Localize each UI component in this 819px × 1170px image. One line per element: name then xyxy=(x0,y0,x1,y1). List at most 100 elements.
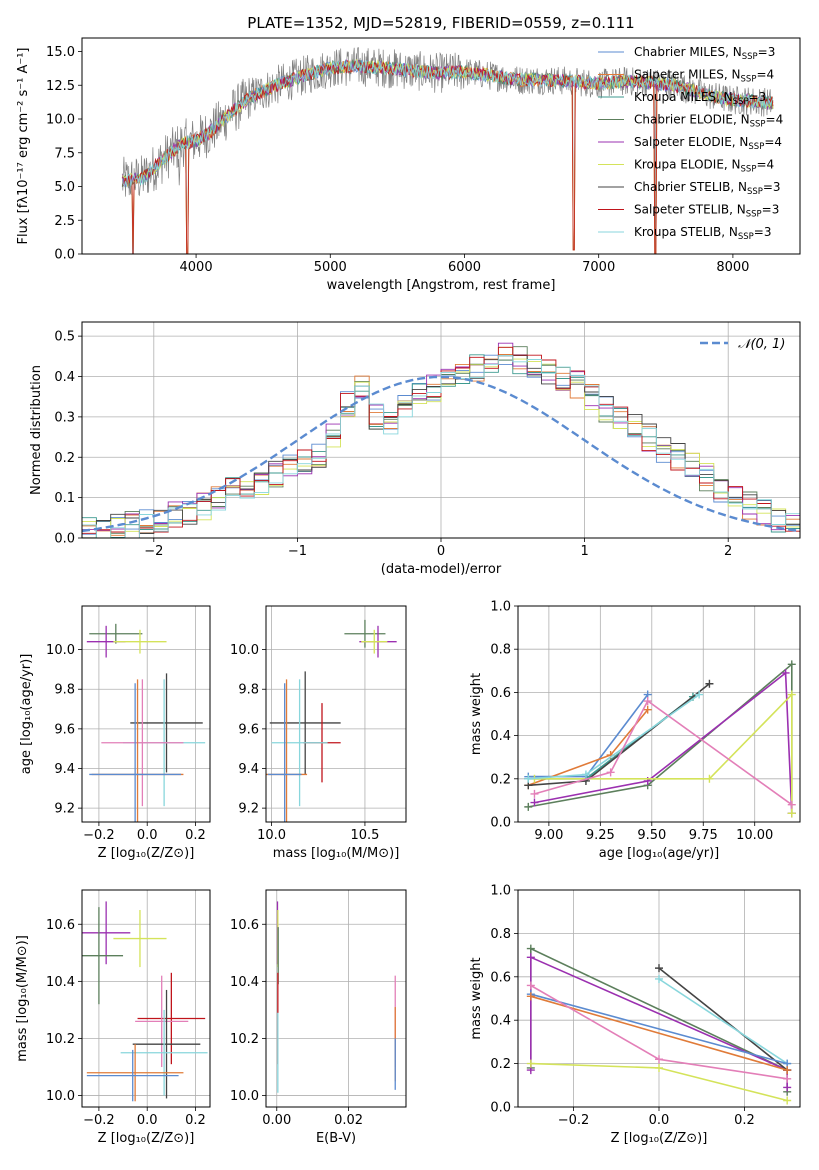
axes-frame xyxy=(265,889,407,1108)
y-tick-label: 9.2 xyxy=(238,802,259,817)
series-line xyxy=(530,995,788,1071)
x-tick-label: 0.0 xyxy=(649,1113,670,1128)
y-tick-label: 10.0 xyxy=(230,643,259,658)
series-line xyxy=(658,967,788,1071)
y-tick-label: 10.0 xyxy=(46,113,75,128)
y-axis-label: age [log₁₀(age/yr)] xyxy=(19,654,34,775)
x-tick-label: 0.0 xyxy=(137,828,158,843)
errorbar-point xyxy=(82,907,124,1005)
data-point-marker xyxy=(705,679,714,688)
x-tick-label: 0.2 xyxy=(185,1113,206,1128)
y-tick-label: 0.6 xyxy=(490,970,511,985)
y-tick-label: 0.6 xyxy=(490,686,511,701)
data-point-marker xyxy=(530,789,539,798)
data-point-marker xyxy=(526,992,535,1001)
x-tick-label: −2 xyxy=(144,544,163,559)
errorbar-point xyxy=(271,679,328,807)
y-axis-label: Normed distribution xyxy=(29,365,44,495)
legend-label: Kroupa STELIB, NSSP=3 xyxy=(634,225,772,242)
x-tick-label: 0 xyxy=(437,544,445,559)
series-line xyxy=(534,671,793,814)
legend-label: Chabrier STELIB, NSSP=3 xyxy=(634,180,781,197)
data-point-marker xyxy=(526,1059,535,1068)
errorbar-point xyxy=(82,901,131,965)
x-tick-label: −1 xyxy=(288,544,307,559)
y-tick-label: 0.2 xyxy=(490,772,511,787)
mass-weight-series xyxy=(526,992,792,1075)
errorbar-point xyxy=(113,629,167,654)
y-tick-label: 10.6 xyxy=(230,918,259,933)
x-tick-label: −0.2 xyxy=(83,828,115,843)
data-point-marker xyxy=(655,964,663,973)
weight-vs-Z-panel: −0.2 0.0 0.2 0.0 0.2 0.4 0.6 0.8 1.0 Z [log₁₀(Z/Z… xyxy=(469,884,801,1146)
y-tick-label: 7.5 xyxy=(54,146,75,161)
y-axis-label: mass weight xyxy=(469,957,484,1039)
spectrum-plot-area xyxy=(121,47,774,254)
x-tick-label: 2 xyxy=(724,544,732,559)
mass-vs-ebv-panel: 0.00 0.02 10.0 10.2 10.4 10.6 E(B-V) xyxy=(230,889,407,1146)
data-point-marker xyxy=(787,690,796,699)
axes-frame xyxy=(517,605,801,823)
axes-frame xyxy=(81,889,211,1108)
data-point-marker xyxy=(655,1063,663,1072)
legend-label: Salpeter ELODIE, NSSP=4 xyxy=(634,135,782,152)
x-axis-label: wavelength [Angstrom, rest frame] xyxy=(327,278,556,293)
legend-label: Kroupa MILES, NSSP=3 xyxy=(634,90,766,107)
data-point-marker xyxy=(524,802,533,811)
data-point-marker xyxy=(783,1066,792,1075)
x-axis-label: Z [log₁₀(Z/Z⊙)] xyxy=(98,846,195,861)
axes-frame xyxy=(81,605,211,823)
y-tick-label: 0.4 xyxy=(490,1014,511,1029)
legend-label: Salpeter STELIB, NSSP=3 xyxy=(634,203,779,220)
y-tick-label: 10.6 xyxy=(46,918,75,933)
errorbar-point xyxy=(101,679,184,807)
y-tick-label: 15.0 xyxy=(46,45,75,60)
x-axis-label: mass [log₁₀(M/M⊙)] xyxy=(273,846,400,861)
x-tick-label: −0.2 xyxy=(558,1113,590,1128)
y-tick-label: 0.0 xyxy=(54,532,75,547)
errorbar-point xyxy=(135,975,189,1068)
y-axis-label: mass [log₁₀(M/M⊙)] xyxy=(15,935,30,1062)
data-point-marker xyxy=(781,668,790,677)
y-axis-label: Flux [fλ10⁻¹⁷ erg cm⁻² s⁻¹ A⁻¹] xyxy=(16,48,31,245)
y-tick-label: 10.2 xyxy=(46,1032,75,1047)
y-tick-label: 10.4 xyxy=(46,975,75,990)
x-tick-label: 9.75 xyxy=(689,828,718,843)
y-tick-label: 9.6 xyxy=(54,722,75,737)
y-tick-label: 9.8 xyxy=(54,683,75,698)
y-tick-label: 0.0 xyxy=(490,1101,511,1116)
legend-label: 𝒩(0, 1) xyxy=(738,337,785,352)
errorbar-point xyxy=(86,1044,184,1102)
y-axis-label: mass weight xyxy=(469,673,484,755)
panels: 4000 5000 6000 7000 80000.02.55.07.510.012.5… xyxy=(15,37,801,1146)
y-tick-label: 10.2 xyxy=(230,1032,259,1047)
errorbar-plot-area xyxy=(86,623,206,822)
spectrum-legend: Chabrier MILES, NSSP=3 Salpeter MILES, NS… xyxy=(598,45,783,242)
errorbar-point xyxy=(89,683,182,822)
y-tick-label: 0.2 xyxy=(490,1057,511,1072)
data-point-marker xyxy=(526,981,535,990)
y-tick-label: 0.4 xyxy=(54,370,75,385)
legend-label: Chabrier MILES, NSSP=3 xyxy=(634,45,775,62)
spectrum-panel: 4000 5000 6000 7000 8000 0.0 2.5 5.0 7.5 10.0 12.5… xyxy=(16,37,801,293)
errorbar-point xyxy=(137,972,206,1065)
x-tick-label: 8000 xyxy=(716,260,749,275)
axes-frame xyxy=(81,321,801,539)
mass-weight-series xyxy=(526,1059,792,1105)
line-plot-area xyxy=(526,944,792,1105)
y-tick-label: 1.0 xyxy=(490,884,511,899)
series-line xyxy=(534,692,793,814)
data-point-marker xyxy=(787,660,796,669)
errorbar-point xyxy=(269,671,341,775)
mass-vs-Z-panel: −0.2 0.0 0.2 10.0 10.2 10.4 10.6 Z [log₁₀(Z/Z⊙)… xyxy=(15,889,211,1146)
y-tick-label: 0.2 xyxy=(54,451,75,466)
data-point-marker xyxy=(783,1096,792,1105)
y-tick-label: 2.5 xyxy=(54,214,75,229)
x-axis-label: Z [log₁₀(Z/Z⊙)] xyxy=(98,1131,195,1146)
x-tick-label: 0.2 xyxy=(734,1113,755,1128)
errorbar-plot-area xyxy=(82,901,208,1102)
x-axis-label: age [log₁₀(age/yr)] xyxy=(599,846,720,861)
legend-label: Kroupa ELODIE, NSSP=4 xyxy=(634,158,774,175)
data-point-marker xyxy=(787,809,796,818)
